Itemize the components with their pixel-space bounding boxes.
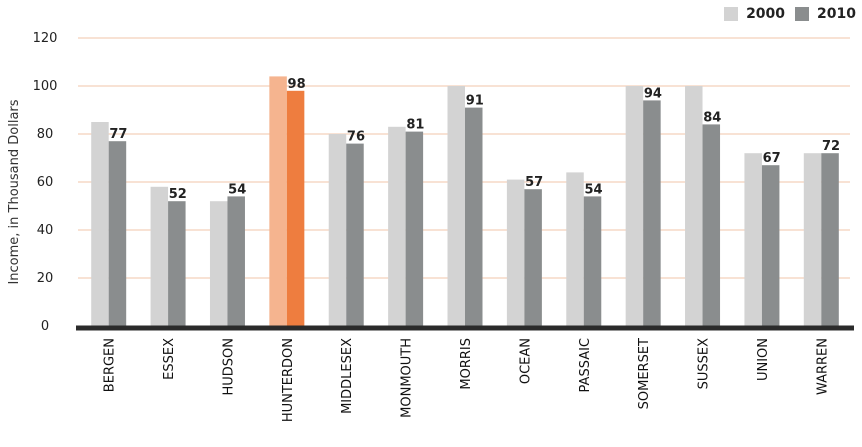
legend-swatch-2000 <box>724 7 739 21</box>
x-tick-label-bergen: BERGEN <box>103 338 118 392</box>
value-label-2010-warren: 72 <box>822 139 840 154</box>
bar-2010-hudson <box>227 196 245 326</box>
bar-2000-monmouth <box>388 126 406 326</box>
y-tick-label-100: 100 <box>33 79 58 94</box>
value-label-2010-morris: 91 <box>466 94 484 109</box>
bar-2010-sussex <box>702 124 721 327</box>
bar-2010-somerset <box>643 100 661 327</box>
x-tick-label-warren: WARREN <box>815 338 830 395</box>
bar-2000-ocean <box>506 179 525 326</box>
x-tick-label-passaic: PASSAIC <box>578 338 593 392</box>
value-label-2010-sussex: 84 <box>703 110 721 125</box>
legend-label-2000: 2000 <box>746 6 786 22</box>
bar-2010-essex <box>168 201 186 326</box>
bar-2010-middlesex <box>346 143 364 326</box>
value-label-2010-hunterdon: 98 <box>288 77 306 92</box>
bar-2010-ocean <box>524 189 542 326</box>
bar-2010-morris <box>465 107 483 326</box>
legend-label-2010: 2010 <box>817 6 856 22</box>
y-tick-label-60: 60 <box>37 175 54 190</box>
x-tick-label-hudson: HUDSON <box>221 338 236 396</box>
bar-2010-bergen <box>108 141 127 326</box>
bar-2000-passaic <box>566 172 584 326</box>
x-tick-label-somerset: SOMERSET <box>637 338 652 409</box>
bar-2000-bergen <box>91 122 109 326</box>
value-label-2010-monmouth: 81 <box>406 118 424 133</box>
bar-2000-essex <box>150 186 169 326</box>
x-tick-label-ocean: OCEAN <box>518 338 533 384</box>
y-axis-label: Income, in Thousand Dollars <box>7 99 22 284</box>
bar-2000-morris <box>447 86 465 326</box>
bar-2000-warren <box>803 153 822 326</box>
value-label-2010-bergen: 77 <box>109 127 127 142</box>
legend-item-2010: 2010 <box>795 6 856 22</box>
x-tick-label-hunterdon: HUNTERDON <box>281 338 296 422</box>
chart-legend: 2000 2010 <box>724 6 856 22</box>
x-tick-label-essex: ESSEX <box>162 338 177 380</box>
bar-2000-hudson <box>209 201 228 326</box>
value-label-2010-somerset: 94 <box>644 86 662 101</box>
bar-2010-monmouth <box>405 131 424 326</box>
value-label-2010-union: 67 <box>763 151 781 166</box>
x-tick-label-sussex: SUSSEX <box>697 338 712 389</box>
x-tick-label-monmouth: MONMOUTH <box>400 338 415 418</box>
legend-item-2000: 2000 <box>724 6 785 22</box>
value-label-2010-passaic: 54 <box>584 182 602 197</box>
bar-2000-hunterdon <box>269 76 287 327</box>
value-label-2010-essex: 52 <box>169 187 187 202</box>
value-label-2010-middlesex: 76 <box>347 130 365 145</box>
y-tick-label-40: 40 <box>37 223 54 238</box>
bar-2010-hunterdon <box>286 90 305 326</box>
y-tick-label-120: 120 <box>33 31 58 46</box>
x-tick-label-morris: MORRIS <box>459 338 474 390</box>
bar-2010-passaic <box>583 196 602 326</box>
bar-2010-union <box>761 165 780 326</box>
bar-2000-middlesex <box>328 134 347 326</box>
y-tick-label-80: 80 <box>37 127 54 142</box>
y-tick-label-20: 20 <box>37 271 54 286</box>
bar-2000-union <box>744 153 762 326</box>
bar-2000-sussex <box>685 86 703 326</box>
value-label-2010-hudson: 54 <box>228 182 246 197</box>
x-tick-label-union: UNION <box>756 338 771 381</box>
value-label-2010-ocean: 57 <box>525 175 543 190</box>
y-tick-label-0: 0 <box>41 319 49 334</box>
x-tick-label-middlesex: MIDDLESEX <box>340 338 355 414</box>
bar-2010-warren <box>821 153 839 326</box>
legend-swatch-2010 <box>795 7 810 21</box>
bar-2000-somerset <box>625 86 644 326</box>
